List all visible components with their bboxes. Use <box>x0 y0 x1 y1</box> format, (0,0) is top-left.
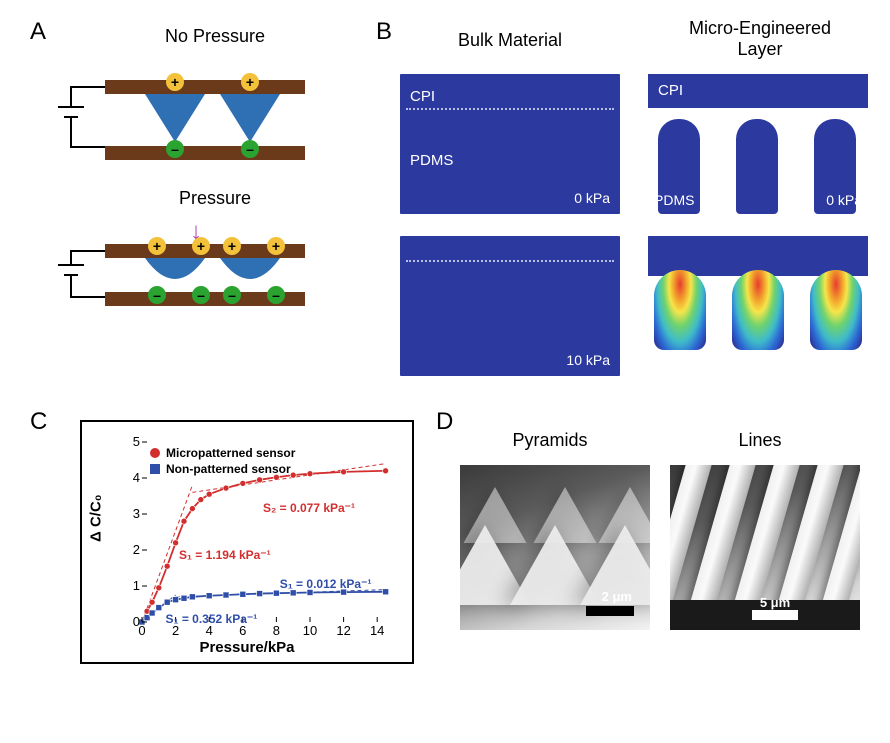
chart-area: Micropatterned sensor Non-patterned sens… <box>142 442 394 622</box>
panel-d: Pyramids Lines 2 μm 5 μm <box>450 410 870 730</box>
panel-label-a: A <box>30 18 46 46</box>
panel-c: Δ C/C₀ Pressure/kPa Micropatterned senso… <box>60 410 430 730</box>
y-axis-label: Δ C/C₀ <box>88 494 105 542</box>
chart-legend: Micropatterned sensor Non-patterned sens… <box>150 446 295 478</box>
panel-label-c: C <box>30 408 47 436</box>
sim-micro-10kpa: 10 kPa <box>648 236 868 376</box>
lines-title: Lines <box>700 430 820 451</box>
figure-root: A B C D No Pressure <box>0 0 890 743</box>
micro-title: Micro-Engineered Layer <box>660 18 860 60</box>
x-axis-label: Pressure/kPa <box>82 639 412 656</box>
dielectric-compressed <box>50 220 310 330</box>
bulk-title: Bulk Material <box>420 30 600 51</box>
panel-a-title-nopressure: No Pressure <box>140 26 290 47</box>
panel-a: No Pressure Pressure <box>50 40 350 380</box>
sim-bulk-10kpa: 10 kPa <box>400 236 620 376</box>
capacitor-no-pressure <box>50 50 310 180</box>
sim-bulk-0kpa: CPI PDMS 0 kPa <box>400 74 620 214</box>
panel-a-title-pressure: Pressure <box>160 188 270 209</box>
sem-lines: 5 μm <box>670 465 860 630</box>
chart-frame: Δ C/C₀ Pressure/kPa Micropatterned senso… <box>80 420 414 664</box>
sim-micro-0kpa: CPI PDMS 0 kPa <box>648 74 868 214</box>
pyramids-title: Pyramids <box>480 430 620 451</box>
sem-pyramids: 2 μm <box>460 465 650 630</box>
dielectric-pyramids <box>50 50 310 180</box>
capacitor-pressure: ↓ <box>50 220 310 330</box>
panel-b: Bulk Material Micro-Engineered Layer CPI… <box>380 30 880 390</box>
